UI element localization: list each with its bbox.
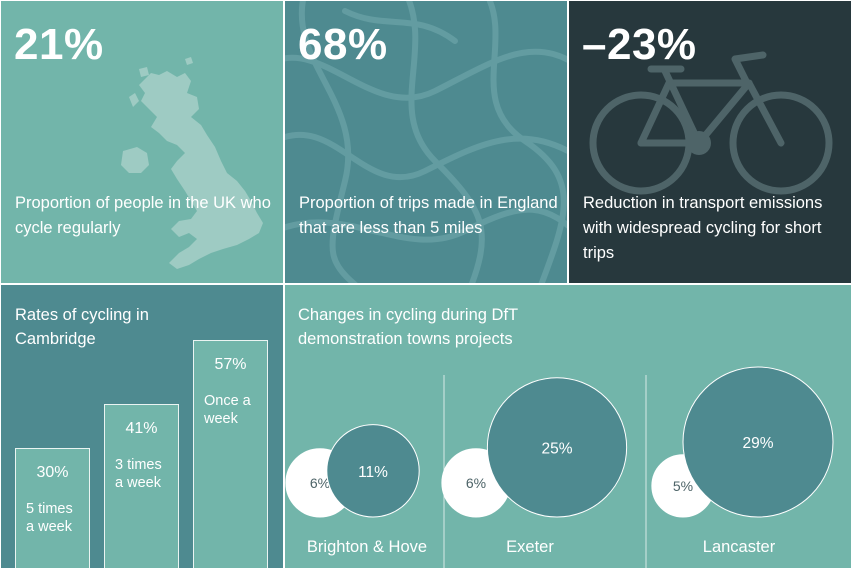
stat-description-trips: Proportion of trips made in England that…: [299, 194, 558, 237]
towns-bubble-before-label: 6%: [310, 475, 330, 491]
towns-chart-title: Changes in cycling during DfT demonstrat…: [298, 306, 518, 348]
stat-value-trips: 68%: [298, 20, 388, 69]
stat-panel-uk: 21% Proportion of people in the UK who c…: [1, 1, 283, 283]
stat-description-uk: Proportion of people in the UK who cycle…: [15, 194, 271, 237]
towns-bubble-after: [682, 366, 834, 518]
stat-panel-trips: 68% Proportion of trips made in England …: [285, 1, 567, 283]
towns-category-label: Exeter: [506, 538, 554, 556]
stat-description-emissions: Reduction in transport emissions with wi…: [583, 194, 823, 262]
cambridge-bar: 57% Once a week: [193, 340, 268, 568]
stat-value-emissions: –23%: [582, 20, 697, 69]
cambridge-chart-title: Rates of cycling in Cambridge: [15, 306, 149, 348]
towns-bubble-after-label: 25%: [541, 440, 572, 457]
roads-pattern-icon: [285, 1, 567, 283]
cambridge-bar-label: Once a week: [204, 393, 251, 427]
cambridge-bar-label: 3 times a week: [115, 457, 162, 491]
towns-category-label: Brighton & Hove: [307, 538, 427, 556]
cambridge-bar: 30% 5 times a week: [15, 448, 90, 568]
cambridge-bar-value: 41%: [125, 420, 158, 437]
stat-panel-emissions: –23% Reduction in transport emissions wi…: [569, 1, 851, 283]
stat-value-uk: 21%: [14, 20, 104, 69]
cambridge-bar-value: 57%: [214, 356, 247, 373]
bicycle-icon: [589, 51, 833, 195]
towns-bubble-before-label: 5%: [673, 478, 693, 494]
cambridge-chart-panel: Rates of cycling in Cambridge 30% 5 times…: [1, 285, 283, 568]
cambridge-bar-value: 30%: [36, 464, 69, 481]
cambridge-bar-label: 5 times a week: [26, 501, 73, 535]
towns-bubble-after-label: 11%: [358, 464, 388, 481]
towns-chart: 6% 11% Brighton & Hove 6% 25% Exeter 5% 29% Lanc…: [285, 366, 834, 568]
cambridge-bar: 41% 3 times a week: [104, 404, 179, 568]
towns-category-label: Lancaster: [703, 538, 776, 556]
towns-bubble-after: [486, 377, 628, 518]
uk-map-icon: [121, 57, 263, 269]
towns-bubble-before-label: 6%: [466, 475, 486, 491]
towns-bubble-after-label: 29%: [742, 435, 773, 452]
towns-chart-panel: 6% 11% Brighton & Hove 6% 25% Exeter 5% 29% Lanc…: [285, 285, 851, 568]
towns-bubble-after: [326, 424, 420, 518]
